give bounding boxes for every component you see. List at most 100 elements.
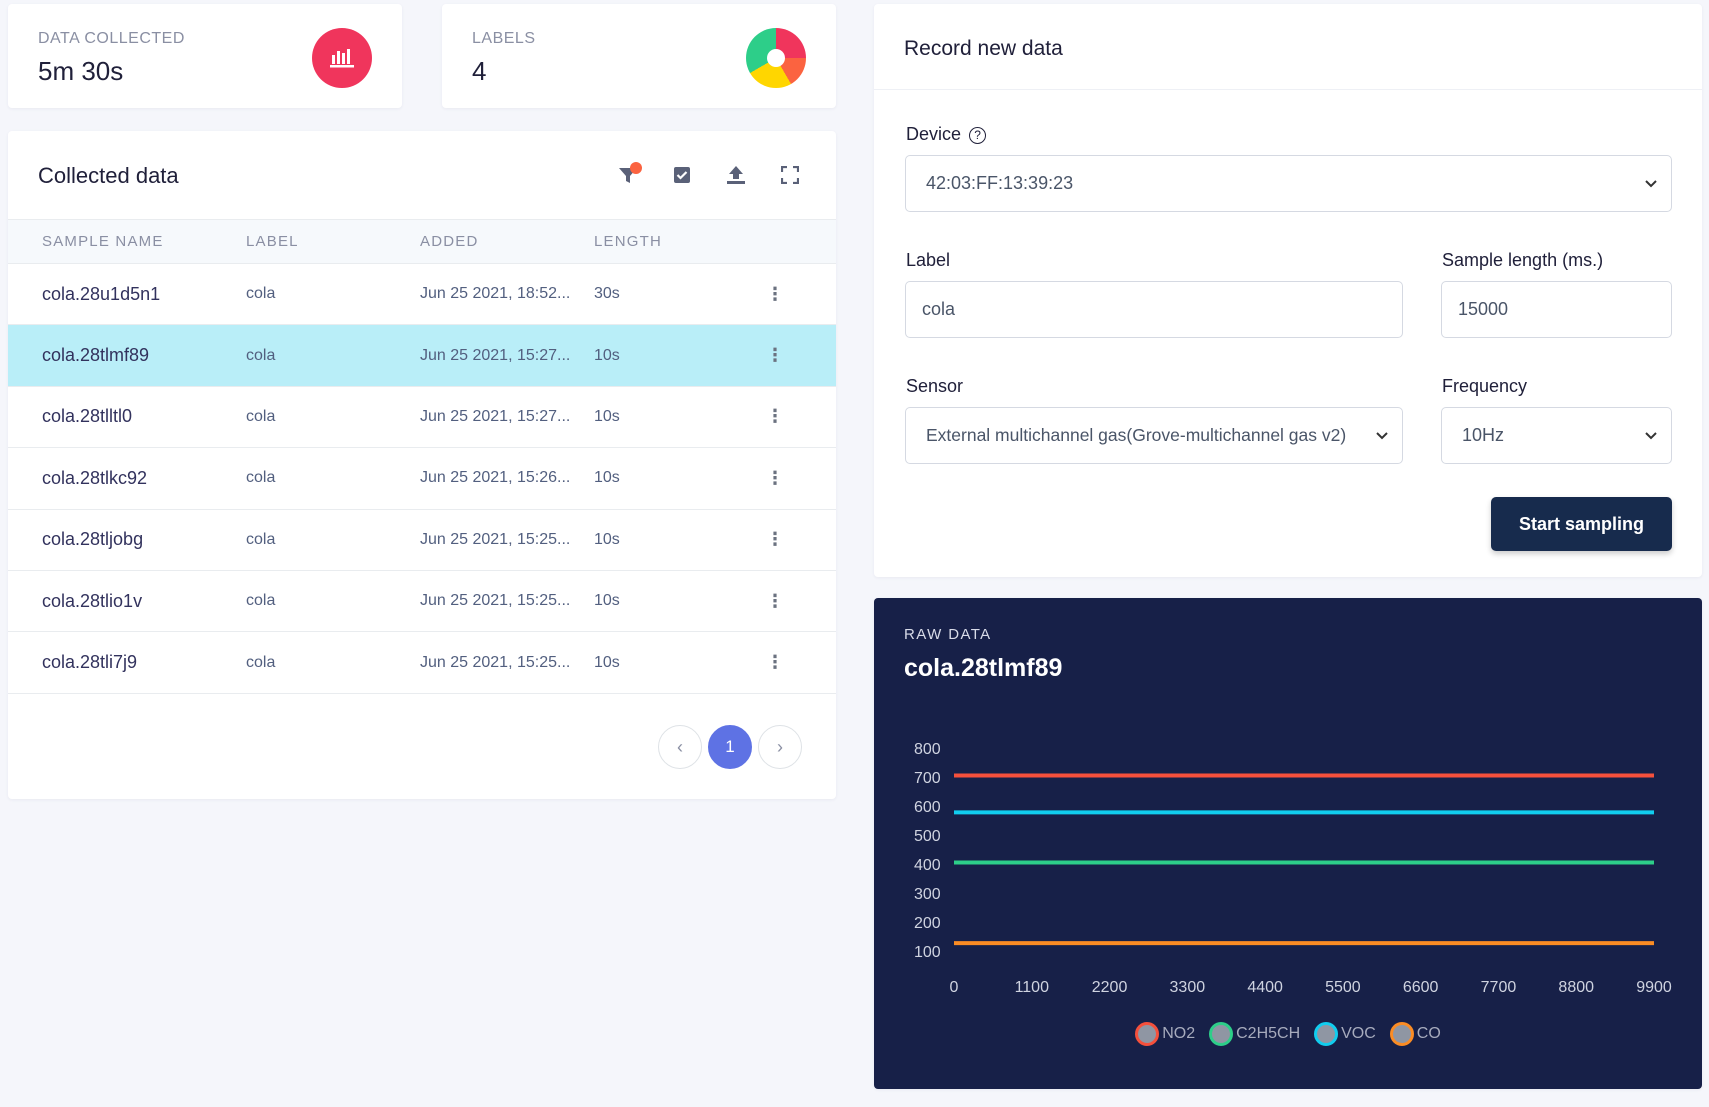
more-vertical-icon[interactable]: ⋮ xyxy=(714,324,836,387)
sample-added: Jun 25 2021, 15:27... xyxy=(420,386,594,449)
frequency-label: Frequency xyxy=(1442,376,1528,396)
upload-icon[interactable] xyxy=(720,159,752,191)
table-row[interactable]: cola.28u1d5n1 cola Jun 25 2021, 18:52...… xyxy=(8,263,836,326)
data-collected-label: DATA COLLECTED xyxy=(38,30,185,47)
y-tick-label: 300 xyxy=(914,886,941,903)
x-tick-label: 2200 xyxy=(1092,979,1128,996)
col-sample-name[interactable]: SAMPLE NAME xyxy=(8,219,246,264)
table-row[interactable]: cola.28tlmf89 cola Jun 25 2021, 15:27...… xyxy=(8,324,836,387)
sample-label: cola xyxy=(246,263,420,326)
table-row[interactable]: cola.28tlio1v cola Jun 25 2021, 15:25...… xyxy=(8,570,836,633)
more-vertical-icon[interactable]: ⋮ xyxy=(714,263,836,326)
more-vertical-icon[interactable]: ⋮ xyxy=(714,447,836,510)
x-tick-label: 6600 xyxy=(1403,979,1439,996)
labels-label: LABELS xyxy=(472,30,536,47)
x-tick-label: 9900 xyxy=(1636,979,1672,996)
chevron-down-icon xyxy=(1645,180,1657,188)
fullscreen-icon[interactable] xyxy=(774,159,806,191)
more-vertical-icon[interactable]: ⋮ xyxy=(714,386,836,449)
col-label[interactable]: LABEL xyxy=(246,219,420,264)
sample-label: cola xyxy=(246,386,420,449)
table-row[interactable]: cola.28tlkc92 cola Jun 25 2021, 15:26...… xyxy=(8,447,836,510)
sample-label: cola xyxy=(246,509,420,571)
bar-chart-icon xyxy=(312,28,372,88)
frequency-select-value: 10Hz xyxy=(1462,425,1505,445)
col-length[interactable]: LENGTH xyxy=(594,219,714,264)
table-row[interactable]: cola.28tljobg cola Jun 25 2021, 15:25...… xyxy=(8,509,836,571)
sensor-label: Sensor xyxy=(906,376,964,396)
sample-label: cola xyxy=(246,324,420,387)
sample-added: Jun 25 2021, 15:25... xyxy=(420,631,594,694)
sample-length: 10s xyxy=(594,509,714,571)
filter-active-dot xyxy=(630,162,642,174)
sample-added: Jun 25 2021, 15:26... xyxy=(420,447,594,510)
x-tick-label: 4400 xyxy=(1247,979,1283,996)
sample-length: 10s xyxy=(594,386,714,449)
legend-label: C2H5CH xyxy=(1236,1025,1301,1042)
sample-length-input[interactable]: 15000 xyxy=(1441,281,1672,338)
x-tick-label: 5500 xyxy=(1325,979,1361,996)
raw-data-title: cola.28tlmf89 xyxy=(904,654,1063,682)
label-field-label: Label xyxy=(906,250,951,270)
sample-length: 10s xyxy=(594,324,714,387)
sample-label: cola xyxy=(246,631,420,694)
filter-icon[interactable] xyxy=(612,159,644,191)
legend-item-c2h5ch[interactable]: C2H5CH xyxy=(1209,1022,1300,1046)
legend-label: CO xyxy=(1416,1025,1441,1042)
label-input[interactable]: cola xyxy=(905,281,1403,338)
pagination: ‹ 1 › xyxy=(658,725,802,769)
legend-swatch xyxy=(1209,1022,1234,1046)
more-vertical-icon[interactable]: ⋮ xyxy=(714,570,836,633)
sample-added: Jun 25 2021, 15:27... xyxy=(420,324,594,387)
sample-label: cola xyxy=(246,570,420,633)
frequency-select[interactable]: 10Hz xyxy=(1441,407,1672,464)
y-tick-label: 700 xyxy=(914,770,941,787)
data-collected-card: DATA COLLECTED 5m 30s xyxy=(8,4,402,108)
x-tick-label: 0 xyxy=(950,979,959,996)
sample-name: cola.28tlio1v xyxy=(8,570,246,633)
y-tick-label: 400 xyxy=(914,857,941,874)
sample-added: Jun 25 2021, 15:25... xyxy=(420,509,594,571)
sample-name: cola.28tljobg xyxy=(8,509,246,571)
legend-item-no2[interactable]: NO2 xyxy=(1135,1022,1195,1046)
collected-data-toolbar xyxy=(612,159,806,191)
page-number-button[interactable]: 1 xyxy=(708,725,752,769)
label-input-value: cola xyxy=(922,299,956,319)
sample-length: 10s xyxy=(594,631,714,694)
sensor-select-value: External multichannel gas(Grove-multicha… xyxy=(926,425,1347,445)
chart-legend: NO2 C2H5CH VOC CO xyxy=(874,1022,1702,1046)
select-icon[interactable] xyxy=(666,159,698,191)
labels-value: 4 xyxy=(472,56,487,86)
help-icon[interactable]: ? xyxy=(969,127,987,144)
sample-length-label: Sample length (ms.) xyxy=(1442,250,1604,270)
more-vertical-icon[interactable]: ⋮ xyxy=(714,509,836,571)
collected-data-title: Collected data xyxy=(38,163,179,188)
sample-added: Jun 25 2021, 18:52... xyxy=(420,263,594,326)
x-tick-label: 8800 xyxy=(1558,979,1594,996)
start-sampling-button[interactable]: Start sampling xyxy=(1491,497,1672,551)
sample-label: cola xyxy=(246,447,420,510)
device-select[interactable]: 42:03:FF:13:39:23 xyxy=(905,155,1672,212)
sample-name: cola.28tlltl0 xyxy=(8,386,246,449)
sample-name: cola.28tlkc92 xyxy=(8,447,246,510)
sample-length: 10s xyxy=(594,447,714,510)
table-row[interactable]: cola.28tli7j9 cola Jun 25 2021, 15:25...… xyxy=(8,631,836,694)
sensor-select[interactable]: External multichannel gas(Grove-multicha… xyxy=(905,407,1403,464)
data-collected-value: 5m 30s xyxy=(38,56,124,86)
more-vertical-icon[interactable]: ⋮ xyxy=(714,631,836,694)
prev-page-button[interactable]: ‹ xyxy=(658,725,702,769)
col-actions xyxy=(714,219,836,264)
chevron-down-icon xyxy=(1645,432,1657,440)
legend-item-voc[interactable]: VOC xyxy=(1314,1022,1376,1046)
device-select-value: 42:03:FF:13:39:23 xyxy=(926,173,1074,193)
record-data-title: Record new data xyxy=(874,4,1702,90)
next-page-button[interactable]: › xyxy=(758,725,802,769)
x-tick-label: 7700 xyxy=(1481,979,1517,996)
sample-length: 30s xyxy=(594,263,714,326)
table-row[interactable]: cola.28tlltl0 cola Jun 25 2021, 15:27...… xyxy=(8,386,836,449)
legend-swatch xyxy=(1135,1022,1160,1046)
legend-item-co[interactable]: CO xyxy=(1389,1022,1441,1046)
y-tick-label: 500 xyxy=(914,828,941,845)
col-added[interactable]: ADDED xyxy=(420,219,594,264)
legend-label: NO2 xyxy=(1162,1025,1196,1042)
